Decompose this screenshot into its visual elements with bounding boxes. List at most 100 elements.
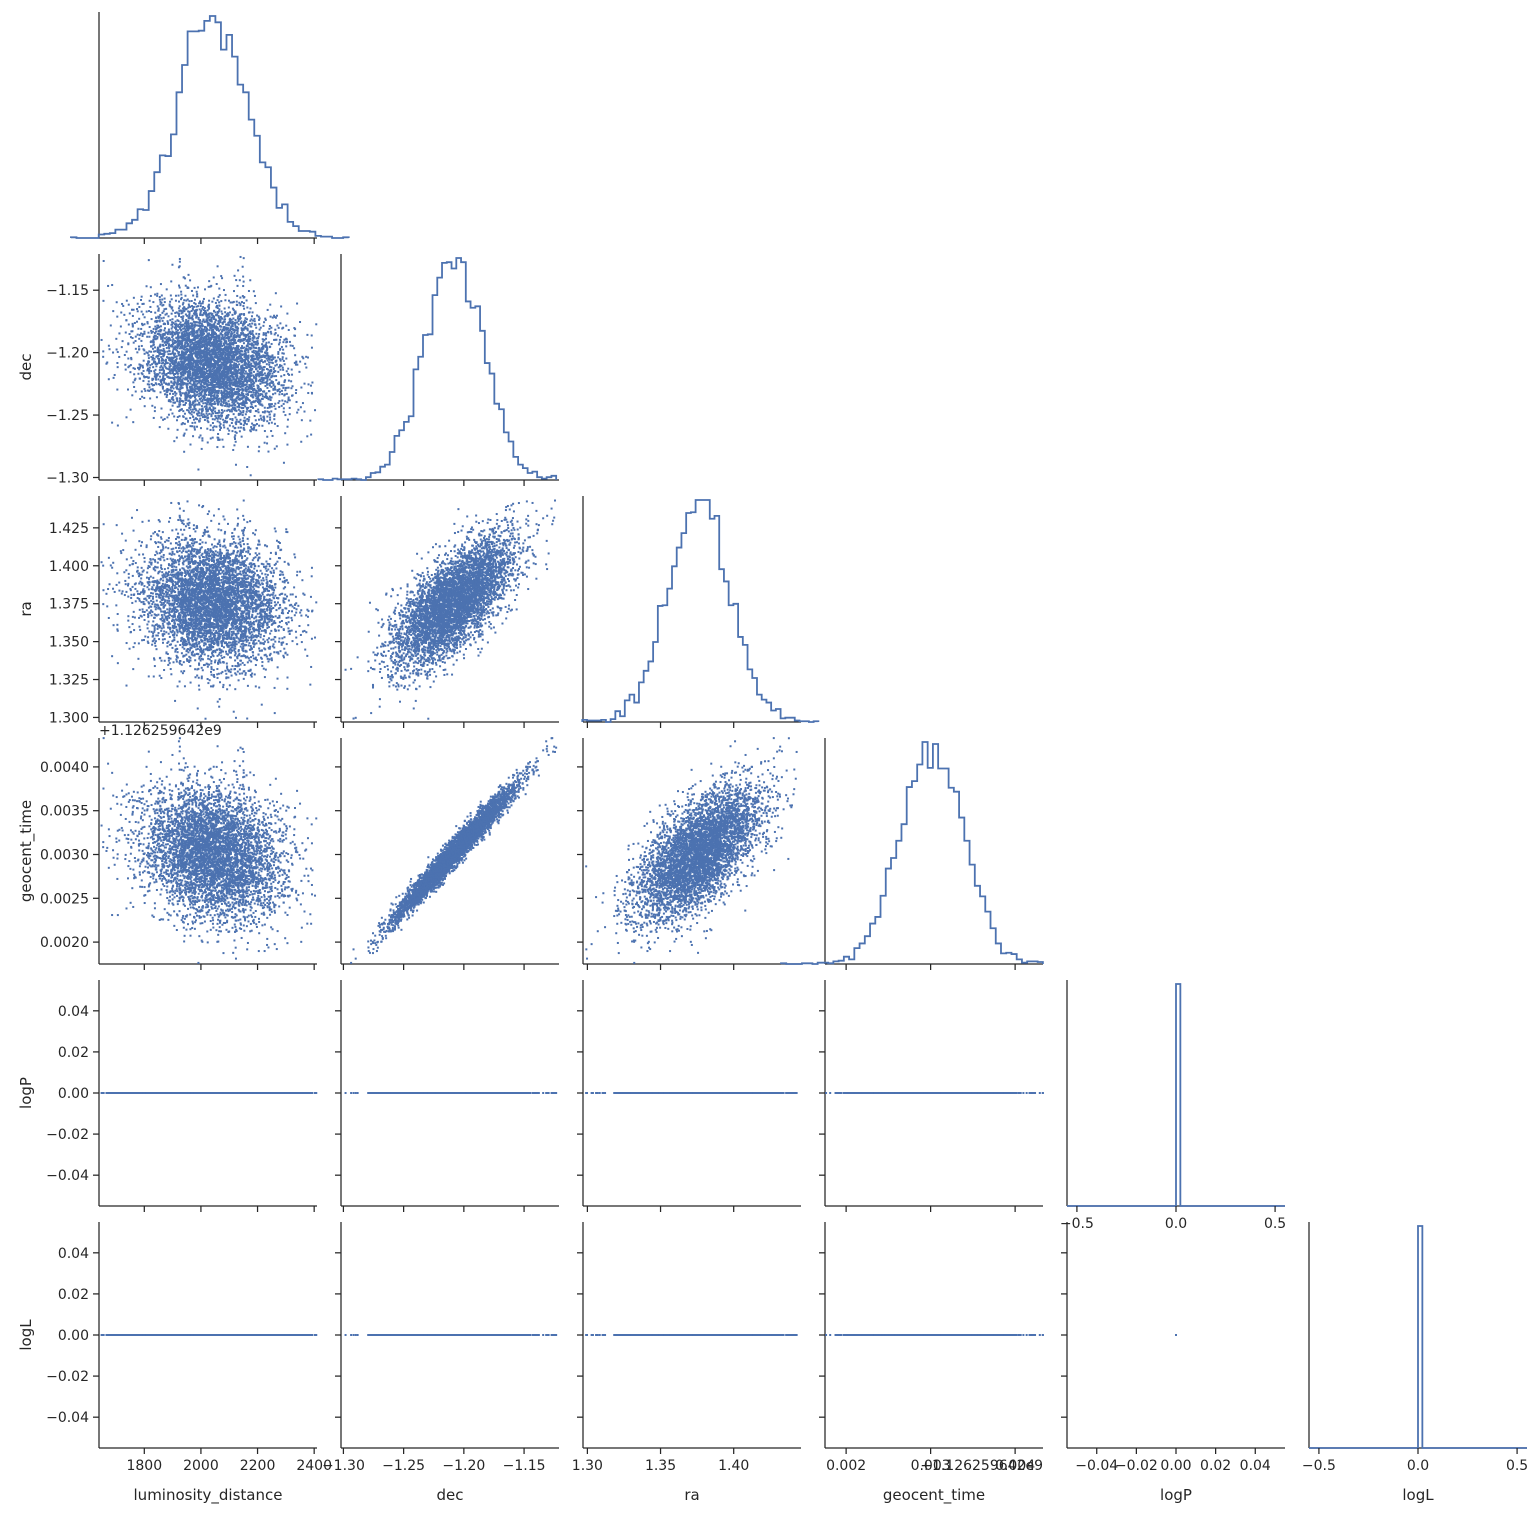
scatter-luminosity-distance-vs-dec-point [103, 260, 105, 262]
scatter-luminosity-distance-vs-dec-point [116, 301, 118, 303]
scatter-luminosity-distance-vs-dec-point [224, 318, 226, 320]
scatter-luminosity-distance-vs-dec-point [204, 307, 206, 309]
scatter-luminosity-distance-vs-dec-point [191, 310, 193, 312]
scatter-luminosity-distance-vs-dec-point [258, 411, 260, 413]
scatter-luminosity-distance-vs-dec-point [244, 417, 246, 419]
scatter-luminosity-distance-vs-dec-point [282, 327, 284, 329]
scatter-luminosity-distance-vs-dec-point [222, 446, 224, 448]
scatter-luminosity-distance-vs-dec-point [191, 318, 193, 320]
scatter-luminosity-distance-vs-dec-point [212, 437, 214, 439]
scatter-luminosity-distance-vs-dec-point [293, 327, 295, 329]
scatter-luminosity-distance-vs-dec-point [299, 361, 301, 363]
scatter-luminosity-distance-vs-dec-point [246, 386, 248, 388]
scatter-luminosity-distance-vs-dec-point [207, 421, 209, 423]
scatter-luminosity-distance-vs-dec-point [221, 439, 223, 441]
scatter-luminosity-distance-vs-dec-point [233, 290, 235, 292]
scatter-luminosity-distance-vs-dec-point [217, 265, 219, 267]
scatter-luminosity-distance-vs-dec-point [218, 288, 220, 290]
scatter-luminosity-distance-vs-dec-point [178, 361, 180, 363]
scatter-luminosity-distance-vs-dec-point [159, 320, 161, 322]
scatter-luminosity-distance-vs-dec-point [133, 309, 135, 311]
scatter-luminosity-distance-vs-dec-point [250, 363, 252, 365]
scatter-luminosity-distance-vs-dec-point [206, 428, 208, 430]
scatter-luminosity-distance-vs-dec-point [149, 397, 151, 399]
scatter-luminosity-distance-vs-dec-point [237, 390, 239, 392]
scatter-luminosity-distance-vs-dec-point [214, 401, 216, 403]
scatter-luminosity-distance-vs-dec-point [247, 446, 249, 448]
scatter-luminosity-distance-vs-dec-point [161, 294, 163, 296]
scatter-luminosity-distance-vs-dec-point [161, 373, 163, 375]
scatter-luminosity-distance-vs-dec-point [234, 427, 236, 429]
scatter-luminosity-distance-vs-dec-point [142, 335, 144, 337]
scatter-luminosity-distance-vs-dec-point [130, 409, 132, 411]
scatter-luminosity-distance-vs-dec-point [239, 430, 241, 432]
scatter-luminosity-distance-vs-dec-point [135, 391, 137, 393]
scatter-luminosity-distance-vs-dec-point [179, 404, 181, 406]
scatter-luminosity-distance-vs-dec-point [197, 469, 199, 471]
scatter-luminosity-distance-vs-dec-points [101, 256, 318, 476]
scatter-luminosity-distance-vs-dec-point [306, 435, 308, 437]
scatter-luminosity-distance-vs-dec-point [176, 419, 178, 421]
scatter-luminosity-distance-vs-dec-point [170, 409, 172, 411]
scatter-luminosity-distance-vs-dec-point [229, 311, 231, 313]
scatter-luminosity-distance-vs-dec-point [164, 418, 166, 420]
scatter-luminosity-distance-vs-dec-point [199, 418, 201, 420]
scatter-luminosity-distance-vs-dec-point [304, 383, 306, 385]
scatter-luminosity-distance-vs-dec-point [258, 446, 260, 448]
scatter-luminosity-distance-vs-dec-point [241, 436, 243, 438]
scatter-luminosity-distance-vs-dec-point [184, 325, 186, 327]
scatter-luminosity-distance-vs-dec-point [228, 306, 230, 308]
scatter-luminosity-distance-vs-dec-point [243, 342, 245, 344]
scatter-luminosity-distance-vs-dec-point [144, 390, 146, 392]
scatter-luminosity-distance-vs-dec-point [141, 311, 143, 313]
scatter-luminosity-distance-vs-dec-point [255, 419, 257, 421]
scatter-luminosity-distance-vs-dec-point [282, 356, 284, 358]
scatter-luminosity-distance-vs-dec-point [279, 339, 281, 341]
scatter-luminosity-distance-vs-dec-point [235, 279, 237, 281]
scatter-luminosity-distance-vs-dec-point [227, 428, 229, 430]
scatter-luminosity-distance-vs-dec-point [167, 428, 169, 430]
scatter-luminosity-distance-vs-dec-point [248, 416, 250, 418]
scatter-luminosity-distance-vs-dec-point [213, 297, 215, 299]
scatter-luminosity-distance-vs-dec-point [277, 351, 279, 353]
hist-luminosity-distance-histogram-step [71, 16, 349, 238]
scatter-luminosity-distance-vs-dec-point [168, 343, 170, 345]
scatter-luminosity-distance-vs-dec-point [159, 369, 161, 371]
scatter-luminosity-distance-vs-dec-point [172, 326, 174, 328]
scatter-luminosity-distance-vs-dec-point [268, 328, 270, 330]
scatter-luminosity-distance-vs-dec-point [234, 434, 236, 436]
scatter-luminosity-distance-vs-dec-point [247, 351, 249, 353]
scatter-luminosity-distance-vs-dec-point [101, 339, 103, 341]
scatter-luminosity-distance-vs-dec-point [268, 390, 270, 392]
scatter-luminosity-distance-vs-dec-point [239, 297, 241, 299]
scatter-luminosity-distance-vs-dec-point [194, 422, 196, 424]
scatter-luminosity-distance-vs-dec-point [200, 412, 202, 414]
scatter-luminosity-distance-vs-dec-point [239, 279, 241, 281]
scatter-luminosity-distance-vs-dec-point [237, 285, 239, 287]
scatter-luminosity-distance-vs-dec-point [154, 410, 156, 412]
scatter-luminosity-distance-vs-dec-point [152, 355, 154, 357]
scatter-luminosity-distance-vs-dec-point [218, 301, 220, 303]
scatter-luminosity-distance-vs-dec-point [273, 368, 275, 370]
scatter-luminosity-distance-vs-dec-point [171, 318, 173, 320]
scatter-luminosity-distance-vs-dec-point [254, 415, 256, 417]
scatter-luminosity-distance-vs-dec-point [163, 390, 165, 392]
scatter-luminosity-distance-vs-dec-point [277, 334, 279, 336]
scatter-luminosity-distance-vs-dec-point [235, 441, 237, 443]
scatter-luminosity-distance-vs-dec-point [142, 313, 144, 315]
scatter-luminosity-distance-vs-dec-point [270, 430, 272, 432]
scatter-luminosity-distance-vs-dec-point [244, 373, 246, 375]
scatter-luminosity-distance-vs-dec-point [211, 328, 213, 330]
scatter-luminosity-distance-vs-dec-point [146, 311, 148, 313]
scatter-luminosity-distance-vs-dec-point [159, 296, 161, 298]
scatter-luminosity-distance-vs-dec-point [204, 321, 206, 323]
scatter-luminosity-distance-vs-dec-point [238, 323, 240, 325]
scatter-luminosity-distance-vs-dec-point [201, 314, 203, 316]
scatter-luminosity-distance-vs-dec-point [102, 300, 104, 302]
scatter-luminosity-distance-vs-dec-point [192, 315, 194, 317]
scatter-luminosity-distance-vs-dec-point [251, 391, 253, 393]
scatter-luminosity-distance-vs-dec-point [132, 326, 134, 328]
scatter-luminosity-distance-vs-dec-point [172, 340, 174, 342]
scatter-luminosity-distance-vs-dec-point [255, 429, 257, 431]
scatter-luminosity-distance-vs-dec-point [284, 400, 286, 402]
